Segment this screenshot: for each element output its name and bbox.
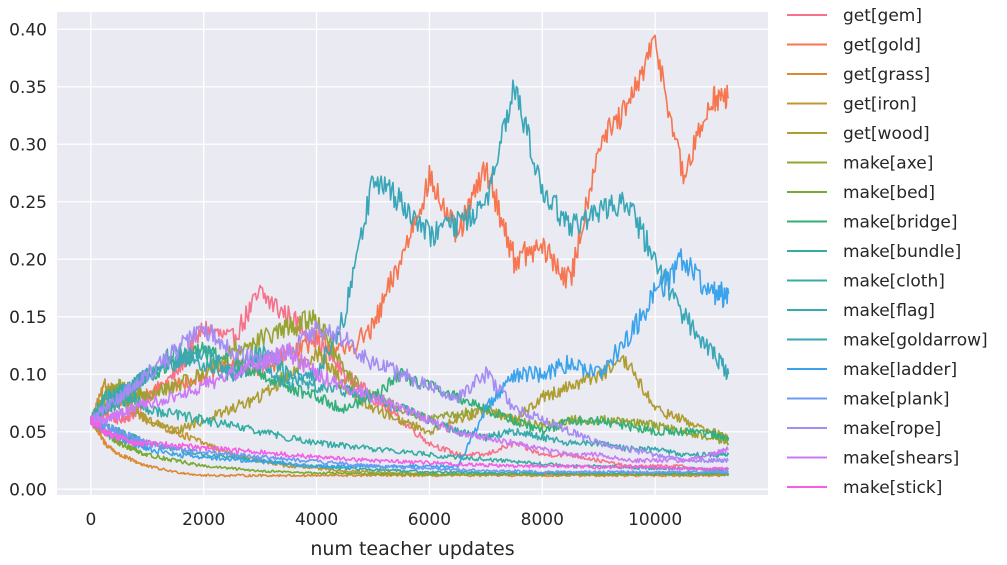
y-tick-label: 0.40 bbox=[9, 20, 47, 40]
y-tick-label: 0.25 bbox=[9, 193, 47, 213]
x-tick-label: 8000 bbox=[521, 510, 564, 530]
y-tick-label: 0.10 bbox=[9, 365, 47, 385]
legend-label: make[stick] bbox=[843, 478, 942, 498]
legend: get[gem] get[gold] get[grass] get[iron] get[… bbox=[787, 6, 988, 498]
y-tick-label: 0.00 bbox=[9, 480, 47, 500]
legend-label: get[grass] bbox=[843, 65, 930, 85]
y-tick-label: 0.30 bbox=[9, 135, 47, 155]
legend-label: make[shears] bbox=[843, 449, 959, 469]
x-tick-label: 6000 bbox=[408, 510, 451, 530]
legend-label: make[plank] bbox=[843, 390, 950, 410]
legend-label: make[bridge] bbox=[843, 213, 957, 233]
legend-label: make[goldarrow] bbox=[843, 331, 988, 351]
x-tick-label: 10000 bbox=[628, 510, 682, 530]
legend-label: get[gold] bbox=[843, 36, 921, 56]
legend-label: make[rope] bbox=[843, 419, 941, 439]
series-line bbox=[90, 319, 729, 464]
y-tick-label: 0.20 bbox=[9, 250, 47, 270]
x-tick-labels: 0 2000 4000 6000 8000 10000 bbox=[85, 510, 682, 530]
x-axis-label: num teacher updates bbox=[310, 538, 514, 560]
y-tick-label: 0.05 bbox=[9, 423, 47, 443]
series-line bbox=[90, 345, 730, 440]
legend-label: make[axe] bbox=[843, 154, 933, 174]
series-line bbox=[90, 415, 730, 477]
legend-label: get[wood] bbox=[843, 124, 930, 144]
series-lines bbox=[90, 34, 730, 478]
x-tick-label: 2000 bbox=[182, 510, 225, 530]
series-line bbox=[90, 416, 729, 471]
series-line bbox=[90, 79, 730, 426]
x-tick-label: 4000 bbox=[295, 510, 338, 530]
y-tick-label: 0.15 bbox=[9, 308, 47, 328]
x-tick-label: 0 bbox=[85, 510, 96, 530]
legend-label: make[cloth] bbox=[843, 272, 945, 292]
legend-label: get[gem] bbox=[843, 6, 922, 26]
y-tick-labels: 0.00 0.05 0.10 0.15 0.20 0.25 0.30 0.35 0.40 bbox=[9, 20, 47, 500]
legend-label: get[iron] bbox=[843, 95, 917, 115]
legend-label: make[flag] bbox=[843, 301, 935, 321]
legend-label: make[ladder] bbox=[843, 360, 957, 380]
series-line bbox=[90, 342, 729, 464]
legend-label: make[bed] bbox=[843, 183, 935, 203]
y-tick-label: 0.35 bbox=[9, 78, 47, 98]
legend-label: make[bundle] bbox=[843, 242, 961, 262]
